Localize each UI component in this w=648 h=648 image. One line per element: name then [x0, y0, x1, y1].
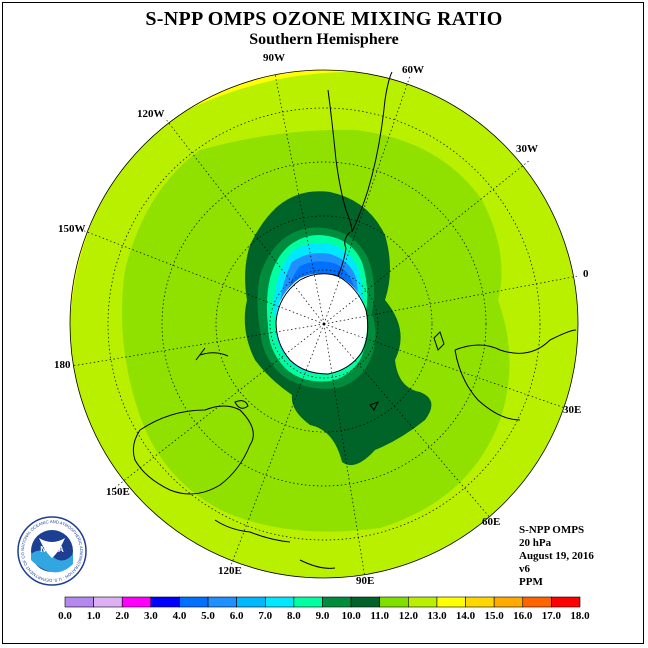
colorbar-swatch [465, 596, 495, 608]
colorbar-tick-label: 0.0 [58, 610, 72, 622]
colorbar-tick-label: 2.0 [115, 610, 129, 622]
lon-label-30e: 30E [563, 404, 582, 416]
antarctic-peninsula-coast [337, 231, 351, 277]
lon-label-30w: 30W [516, 143, 538, 155]
colorbar-tick-label: 5.0 [201, 610, 215, 622]
antarctica-coast [275, 273, 369, 375]
info-date: August 19, 2016 [519, 550, 594, 562]
product-info: S-NPP OMPS 20 hPa August 19, 2016 v6 PPM [519, 524, 594, 589]
colorbar-tick-label: 14.0 [456, 610, 476, 622]
lon-label-0: 0 [583, 268, 589, 280]
info-instrument: S-NPP OMPS [519, 524, 585, 536]
colorbar-swatch [322, 596, 352, 608]
info-units: PPM [519, 576, 543, 588]
map-boundary [69, 69, 579, 579]
colorbar-tick-label: 16.0 [513, 610, 533, 622]
colorbar-swatch [293, 596, 323, 608]
lon-label-180: 180 [54, 359, 71, 371]
colorbar-tick-label: 17.0 [542, 610, 562, 622]
colorbar-swatch [551, 596, 581, 608]
colorbar-swatch [93, 596, 123, 608]
colorbar-tick-label: 6.0 [230, 610, 244, 622]
tasmania-coast [234, 400, 249, 409]
lon-label-150w: 150W [58, 223, 86, 235]
colorbar-swatch [522, 596, 552, 608]
colorbar-tick-label: 3.0 [144, 610, 158, 622]
lon-label-60w: 60W [402, 64, 424, 76]
colorbar-tick-label: 1.0 [87, 610, 101, 622]
info-version: v6 [519, 563, 530, 575]
figure-title: S-NPP OMPS OZONE MIXING RATIO [145, 8, 503, 30]
colorbar-tick-label: 9.0 [316, 610, 330, 622]
latitude-lines [107, 107, 541, 541]
colorbar-tick-label: 11.0 [370, 610, 389, 622]
colorbar-swatch [408, 596, 438, 608]
africa-coast [454, 329, 577, 354]
south-georgia-coast [369, 401, 380, 411]
colorbar-tick-label: 18.0 [570, 610, 590, 622]
lon-label-150e: 150E [106, 486, 130, 498]
colorbar-swatch [236, 596, 266, 608]
colorbar-tick-label: 4.0 [173, 610, 187, 622]
colorbar-tick-label: 13.0 [427, 610, 447, 622]
colorbar-tick-label: 15.0 [485, 610, 505, 622]
info-level: 20 hPa [519, 537, 552, 549]
colorbar-swatch [207, 596, 237, 608]
africa-tip-coast [454, 349, 521, 421]
colorbar-tick-label: 7.0 [258, 610, 272, 622]
lon-label-60e: 60E [482, 516, 501, 528]
colorbar-swatch [121, 596, 152, 608]
noaa-logo: NATIONAL OCEANIC AND ATMOSPHERIC ADMINIS… [17, 516, 87, 586]
madagascar-coast [433, 331, 445, 351]
colorbar-swatch [350, 596, 381, 608]
meridian-lines [71, 73, 579, 579]
australia-coast [132, 405, 254, 495]
colorbar-swatch [150, 596, 180, 608]
lon-label-90e: 90E [356, 575, 375, 587]
colorbar-swatch [436, 596, 466, 608]
colorbar-swatch [179, 596, 209, 608]
indonesia-coast [214, 519, 336, 569]
colorbar-swatch [379, 596, 409, 608]
figure-subtitle: Southern Hemisphere [249, 31, 399, 48]
colorbar: 0.0 1.0 2.0 3.0 4.0 5.0 6.0 7.0 8.0 9.0 10.0 11.0 12… [58, 596, 590, 622]
colorbar-swatch [264, 596, 295, 608]
lon-label-90w: 90W [263, 52, 285, 64]
new-zealand-coast [195, 347, 229, 361]
colorbar-swatch [493, 596, 524, 608]
colorbar-tick-label: 10.0 [341, 610, 361, 622]
lon-label-120e: 120E [218, 565, 242, 577]
coastlines [132, 71, 577, 569]
polar-no-data-region [275, 273, 368, 374]
colorbar-tick-label: 12.0 [399, 610, 419, 622]
colorbar-swatch [64, 596, 94, 608]
colorbar-tick-label: 8.0 [287, 610, 301, 622]
logo-text: NOAA [40, 545, 64, 554]
south-america-coast [327, 71, 393, 233]
lon-label-120w: 120W [137, 108, 165, 120]
